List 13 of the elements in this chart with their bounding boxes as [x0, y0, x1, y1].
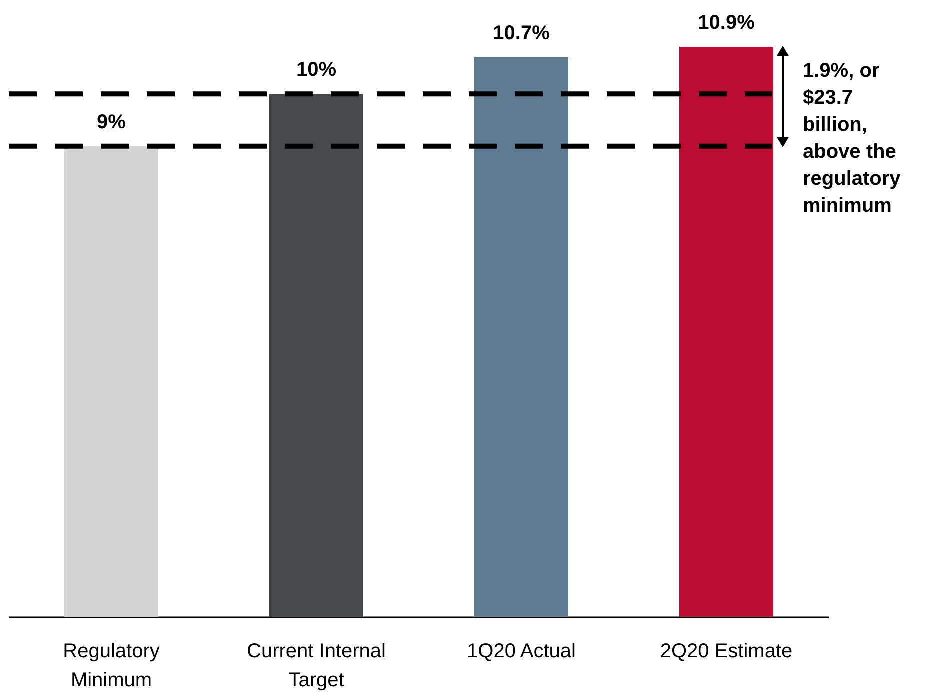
data-label: 10%: [296, 59, 337, 82]
x-tick-label: Current Internal Target: [247, 640, 386, 692]
x-tick-label: 1Q20 Actual: [467, 640, 576, 662]
data-label: 9%: [97, 111, 126, 134]
x-tick-label: Regulatory Minimum: [63, 640, 160, 692]
data-label: 10.9%: [698, 12, 756, 34]
text: 1.9%, or $23.7 billion, above the regulatory minimum: [803, 59, 902, 219]
data-label: 10.7%: [493, 22, 550, 44]
bar: [680, 47, 774, 617]
bar: [474, 57, 568, 617]
bar: [270, 94, 364, 617]
x-tick-label: 2Q20 Estimate: [660, 640, 793, 662]
bar: [64, 146, 158, 617]
